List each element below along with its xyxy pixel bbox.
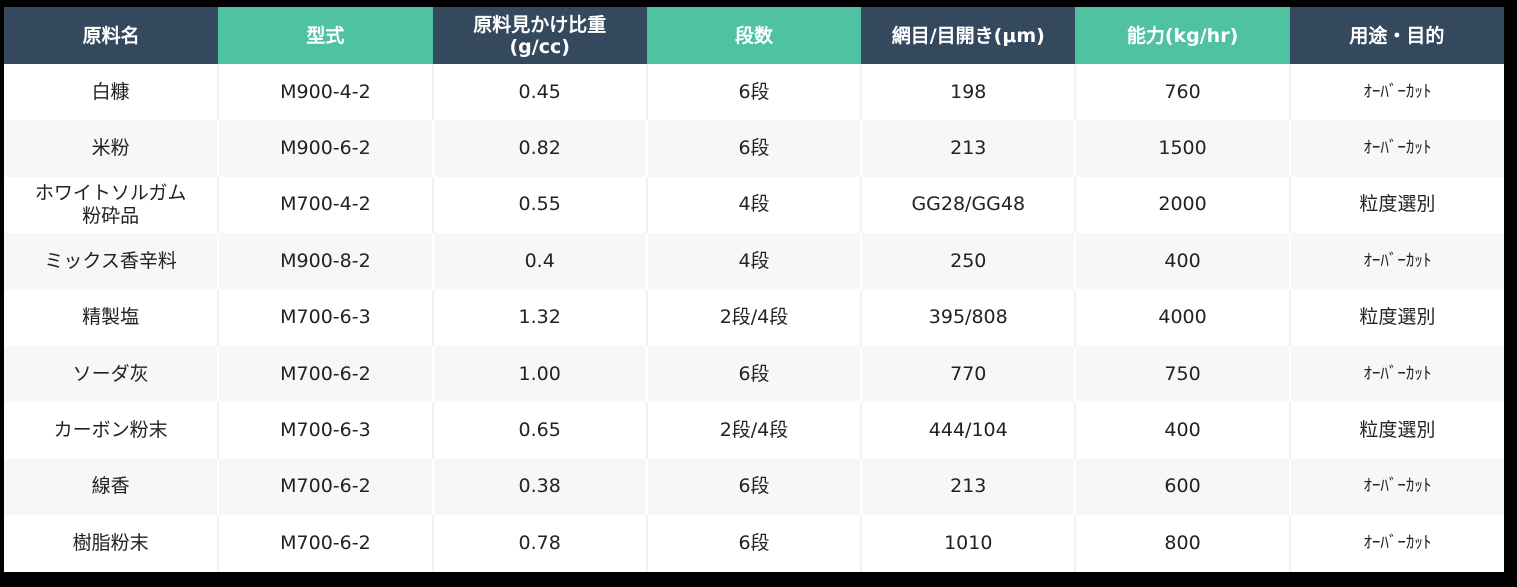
cell-mesh: GG28/GG48	[860, 176, 1076, 234]
cell-purpose: ｵｰﾊﾞｰｶｯﾄ	[1288, 345, 1504, 403]
cell-purpose: ｵｰﾊﾞｰｶｯﾄ	[1288, 233, 1504, 290]
header-purpose: 用途・目的	[1289, 7, 1504, 64]
cell-mesh: 444/104	[860, 402, 1076, 459]
cell-stages: 6段	[645, 64, 862, 121]
header-mesh-label: 網目/目開き(μm)	[891, 24, 1045, 47]
cell-stages: 6段	[645, 345, 862, 403]
table-row: カーボン粉末 M700-6-3 0.65 2段/4段 444/104 400 粒…	[4, 402, 1504, 459]
header-material-label: 原料名	[82, 24, 140, 47]
cell-model: M900-6-2	[217, 120, 433, 177]
cell-capacity: 400	[1074, 233, 1290, 290]
cell-model: M700-6-2	[217, 515, 433, 572]
header-bulk-density: 原料見かけ比重 (g/cc)	[432, 7, 647, 64]
cell-purpose: 粒度選別	[1288, 176, 1504, 234]
cell-bulk-density: 0.78	[431, 515, 647, 572]
cell-mesh: 1010	[860, 515, 1076, 572]
cell-bulk-density: 0.4	[431, 233, 647, 290]
header-model: 型式	[218, 7, 433, 64]
cell-material: 精製塩	[4, 289, 219, 346]
cell-bulk-density: 1.32	[431, 289, 647, 346]
cell-stages: 6段	[645, 515, 862, 572]
cell-material: 白糠	[4, 64, 219, 121]
cell-mesh: 213	[860, 120, 1076, 177]
cell-material-line2: 粉砕品	[82, 204, 140, 227]
header-capacity: 能力(kg/hr)	[1075, 7, 1290, 64]
cell-model: M700-6-3	[217, 402, 433, 459]
header-purpose-label: 用途・目的	[1349, 24, 1445, 47]
cell-material: カーボン粉末	[4, 402, 219, 459]
cell-material: 米粉	[4, 120, 219, 177]
cell-bulk-density: 0.82	[431, 120, 647, 177]
cell-purpose: ｵｰﾊﾞｰｶｯﾄ	[1288, 458, 1504, 516]
cell-model: M700-6-2	[217, 345, 433, 403]
header-stages-label: 段数	[734, 24, 773, 47]
cell-capacity: 600	[1074, 458, 1290, 516]
cell-bulk-density: 0.38	[431, 458, 647, 516]
header-model-label: 型式	[306, 24, 345, 47]
cell-material: ホワイトソルガム 粉砕品	[4, 176, 219, 234]
table-row: ホワイトソルガム 粉砕品 M700-4-2 0.55 4段 GG28/GG48 …	[4, 176, 1504, 234]
cell-bulk-density: 0.45	[431, 64, 647, 121]
header-row: 原料名 型式 原料見かけ比重 (g/cc) 段数 網目/目開き(μm) 能力(k…	[4, 7, 1504, 64]
cell-purpose: 粒度選別	[1288, 402, 1504, 459]
cell-capacity: 1500	[1074, 120, 1290, 177]
cell-bulk-density: 0.65	[431, 402, 647, 459]
header-material: 原料名	[4, 7, 219, 64]
cell-mesh: 198	[860, 64, 1076, 121]
table-row: 米粉 M900-6-2 0.82 6段 213 1500 ｵｰﾊﾞｰｶｯﾄ	[4, 120, 1504, 177]
header-bulk-density-label: 原料見かけ比重	[473, 13, 607, 36]
cell-mesh: 770	[860, 345, 1076, 403]
cell-bulk-density: 1.00	[431, 345, 647, 403]
cell-mesh: 213	[860, 458, 1076, 516]
cell-material: 樹脂粉末	[4, 515, 219, 572]
cell-model: M900-8-2	[217, 233, 433, 290]
header-bulk-density-unit: (g/cc)	[509, 35, 570, 58]
cell-stages: 6段	[645, 458, 862, 516]
cell-capacity: 760	[1074, 64, 1290, 121]
cell-capacity: 4000	[1074, 289, 1290, 346]
cell-model: M700-6-3	[217, 289, 433, 346]
cell-material: ミックス香辛料	[4, 233, 219, 290]
cell-purpose: ｵｰﾊﾞｰｶｯﾄ	[1288, 64, 1504, 121]
cell-capacity: 400	[1074, 402, 1290, 459]
sieve-spec-table-container: 原料名 型式 原料見かけ比重 (g/cc) 段数 網目/目開き(μm) 能力(k…	[4, 7, 1504, 572]
sieve-spec-table: 原料名 型式 原料見かけ比重 (g/cc) 段数 網目/目開き(μm) 能力(k…	[4, 7, 1504, 572]
cell-purpose: ｵｰﾊﾞｰｶｯﾄ	[1288, 515, 1504, 572]
cell-stages: 2段/4段	[645, 402, 862, 459]
cell-stages: 6段	[645, 120, 862, 177]
cell-purpose: ｵｰﾊﾞｰｶｯﾄ	[1288, 120, 1504, 177]
cell-material-line1: ホワイトソルガム	[34, 181, 187, 204]
cell-model: M700-4-2	[217, 176, 433, 234]
header-mesh: 網目/目開き(μm)	[861, 7, 1076, 64]
header-stages: 段数	[646, 7, 862, 64]
table-row: 白糠 M900-4-2 0.45 6段 198 760 ｵｰﾊﾞｰｶｯﾄ	[4, 64, 1504, 121]
cell-model: M900-4-2	[217, 64, 433, 121]
cell-stages: 2段/4段	[645, 289, 862, 346]
table-row: ミックス香辛料 M900-8-2 0.4 4段 250 400 ｵｰﾊﾞｰｶｯﾄ	[4, 233, 1504, 290]
cell-stages: 4段	[645, 233, 862, 290]
cell-capacity: 800	[1074, 515, 1290, 572]
cell-capacity: 750	[1074, 345, 1290, 403]
table-row: 精製塩 M700-6-3 1.32 2段/4段 395/808 4000 粒度選…	[4, 289, 1504, 346]
cell-bulk-density: 0.55	[431, 176, 647, 234]
cell-purpose: 粒度選別	[1288, 289, 1504, 346]
cell-mesh: 395/808	[860, 289, 1076, 346]
cell-mesh: 250	[860, 233, 1076, 290]
cell-stages: 4段	[645, 176, 862, 234]
cell-material: ソーダ灰	[4, 345, 219, 403]
cell-material: 線香	[4, 458, 219, 516]
header-capacity-label: 能力(kg/hr)	[1126, 24, 1239, 47]
cell-model: M700-6-2	[217, 458, 433, 516]
table-row: ソーダ灰 M700-6-2 1.00 6段 770 750 ｵｰﾊﾞｰｶｯﾄ	[4, 345, 1504, 403]
table-row: 樹脂粉末 M700-6-2 0.78 6段 1010 800 ｵｰﾊﾞｰｶｯﾄ	[4, 515, 1504, 572]
cell-capacity: 2000	[1074, 176, 1290, 234]
table-row: 線香 M700-6-2 0.38 6段 213 600 ｵｰﾊﾞｰｶｯﾄ	[4, 458, 1504, 516]
